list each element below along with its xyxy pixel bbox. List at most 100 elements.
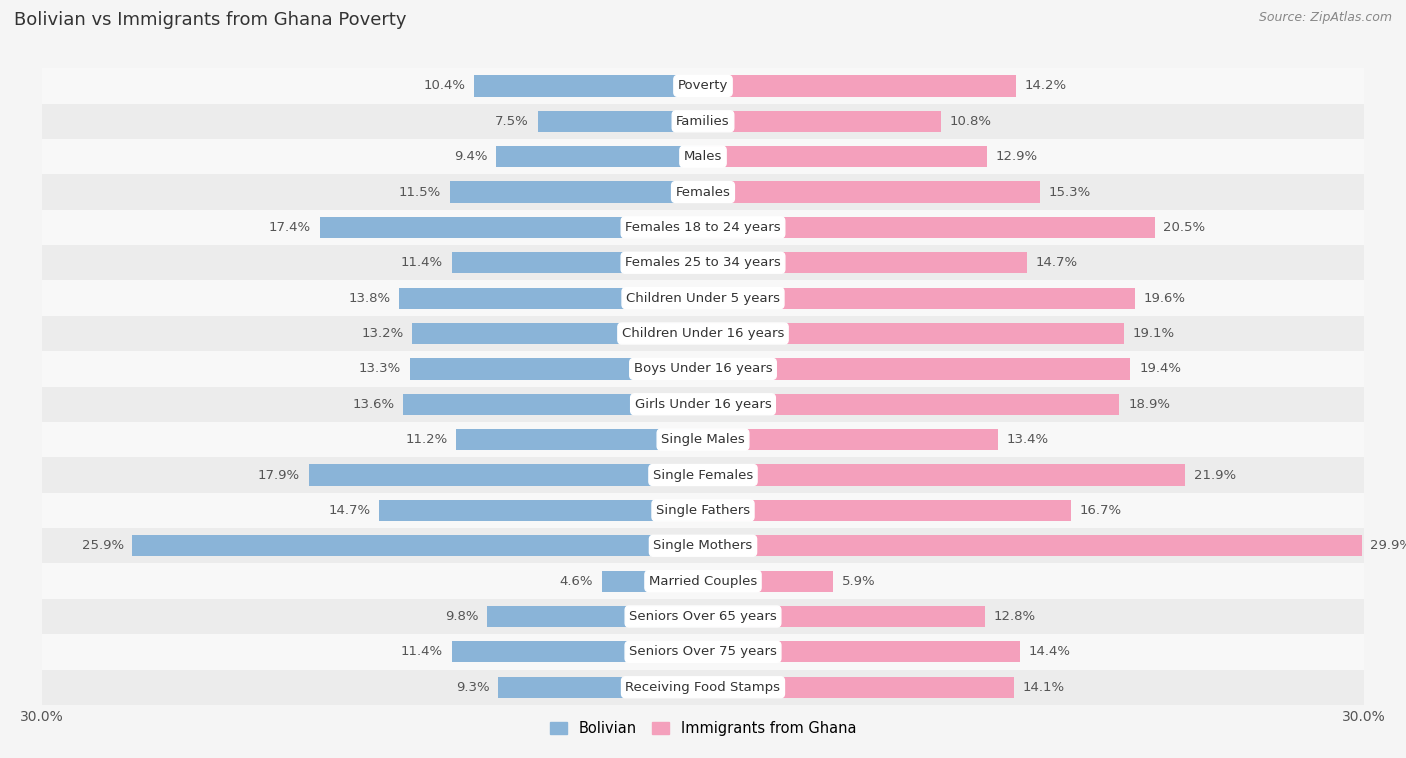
Bar	[42, 139, 1364, 174]
Bar	[537, 111, 703, 132]
Text: 11.2%: 11.2%	[405, 433, 447, 446]
Bar	[703, 500, 1071, 521]
Text: 9.8%: 9.8%	[444, 610, 478, 623]
Bar	[42, 634, 1364, 669]
Text: Single Females: Single Females	[652, 468, 754, 481]
Text: 7.5%: 7.5%	[495, 114, 529, 128]
Text: 11.4%: 11.4%	[401, 256, 443, 269]
Bar	[380, 500, 703, 521]
Bar	[496, 146, 703, 168]
Text: 14.4%: 14.4%	[1029, 645, 1071, 659]
Bar	[42, 563, 1364, 599]
Text: 14.1%: 14.1%	[1022, 681, 1064, 694]
Bar	[412, 323, 703, 344]
Bar	[319, 217, 703, 238]
Text: 14.7%: 14.7%	[1036, 256, 1078, 269]
Bar	[498, 677, 703, 698]
Text: 20.5%: 20.5%	[1163, 221, 1205, 234]
Text: 5.9%: 5.9%	[842, 575, 876, 587]
Bar	[399, 287, 703, 309]
Bar	[42, 245, 1364, 280]
Text: 13.4%: 13.4%	[1007, 433, 1049, 446]
Bar	[451, 252, 703, 274]
Bar	[703, 641, 1021, 662]
Bar	[42, 316, 1364, 351]
Bar	[450, 181, 703, 202]
Bar	[42, 68, 1364, 104]
Text: 19.4%: 19.4%	[1139, 362, 1181, 375]
Text: Girls Under 16 years: Girls Under 16 years	[634, 398, 772, 411]
Text: Females 25 to 34 years: Females 25 to 34 years	[626, 256, 780, 269]
Text: 17.9%: 17.9%	[257, 468, 299, 481]
Bar	[703, 146, 987, 168]
Text: 10.4%: 10.4%	[423, 80, 465, 92]
Bar	[703, 606, 986, 627]
Text: 9.4%: 9.4%	[454, 150, 486, 163]
Bar	[474, 75, 703, 96]
Text: 16.7%: 16.7%	[1080, 504, 1122, 517]
Text: 19.6%: 19.6%	[1143, 292, 1185, 305]
Text: Single Males: Single Males	[661, 433, 745, 446]
Bar	[703, 535, 1361, 556]
Text: Children Under 16 years: Children Under 16 years	[621, 327, 785, 340]
Text: 19.1%: 19.1%	[1133, 327, 1174, 340]
Text: 13.3%: 13.3%	[359, 362, 401, 375]
Bar	[404, 393, 703, 415]
Text: Females: Females	[675, 186, 731, 199]
Text: 21.9%: 21.9%	[1194, 468, 1236, 481]
Text: 25.9%: 25.9%	[82, 539, 124, 553]
Text: 18.9%: 18.9%	[1128, 398, 1170, 411]
Bar	[42, 457, 1364, 493]
Text: Receiving Food Stamps: Receiving Food Stamps	[626, 681, 780, 694]
Text: Families: Families	[676, 114, 730, 128]
Text: Single Fathers: Single Fathers	[657, 504, 749, 517]
Text: Poverty: Poverty	[678, 80, 728, 92]
Bar	[411, 359, 703, 380]
Legend: Bolivian, Immigrants from Ghana: Bolivian, Immigrants from Ghana	[544, 716, 862, 742]
Text: 11.4%: 11.4%	[401, 645, 443, 659]
Text: Males: Males	[683, 150, 723, 163]
Bar	[703, 287, 1135, 309]
Bar	[42, 351, 1364, 387]
Text: Single Mothers: Single Mothers	[654, 539, 752, 553]
Bar	[42, 210, 1364, 245]
Text: Bolivian vs Immigrants from Ghana Poverty: Bolivian vs Immigrants from Ghana Povert…	[14, 11, 406, 30]
Text: 29.9%: 29.9%	[1371, 539, 1406, 553]
Bar	[42, 528, 1364, 563]
Text: Source: ZipAtlas.com: Source: ZipAtlas.com	[1258, 11, 1392, 24]
Bar	[42, 669, 1364, 705]
Text: 13.6%: 13.6%	[353, 398, 395, 411]
Text: Females 18 to 24 years: Females 18 to 24 years	[626, 221, 780, 234]
Text: Boys Under 16 years: Boys Under 16 years	[634, 362, 772, 375]
Bar	[42, 104, 1364, 139]
Bar	[703, 359, 1130, 380]
Bar	[42, 599, 1364, 634]
Bar	[703, 217, 1154, 238]
Bar	[703, 571, 832, 592]
Bar	[703, 111, 941, 132]
Bar	[42, 422, 1364, 457]
Text: 13.2%: 13.2%	[361, 327, 404, 340]
Bar	[703, 393, 1119, 415]
Bar	[451, 641, 703, 662]
Bar	[703, 429, 998, 450]
Text: 12.8%: 12.8%	[994, 610, 1036, 623]
Bar	[602, 571, 703, 592]
Bar	[703, 677, 1014, 698]
Bar	[703, 465, 1185, 486]
Text: 9.3%: 9.3%	[456, 681, 489, 694]
Text: 14.7%: 14.7%	[328, 504, 370, 517]
Text: Children Under 5 years: Children Under 5 years	[626, 292, 780, 305]
Text: 17.4%: 17.4%	[269, 221, 311, 234]
Text: Seniors Over 65 years: Seniors Over 65 years	[628, 610, 778, 623]
Text: Seniors Over 75 years: Seniors Over 75 years	[628, 645, 778, 659]
Bar	[457, 429, 703, 450]
Bar	[132, 535, 703, 556]
Bar	[703, 323, 1123, 344]
Bar	[703, 252, 1026, 274]
Bar	[703, 75, 1015, 96]
Text: 14.2%: 14.2%	[1025, 80, 1067, 92]
Text: 11.5%: 11.5%	[399, 186, 441, 199]
Bar	[703, 181, 1040, 202]
Text: Married Couples: Married Couples	[650, 575, 756, 587]
